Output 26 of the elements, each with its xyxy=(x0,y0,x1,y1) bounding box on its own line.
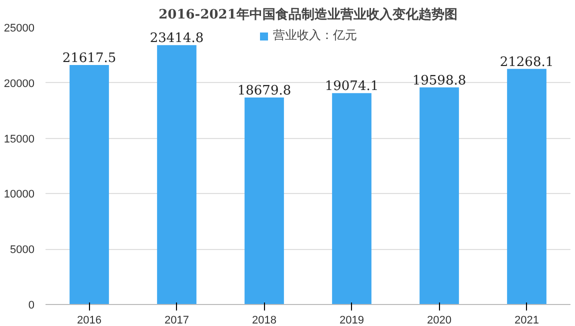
chart-title: 2016-2021年中国食品制造业营业收入变化趋势图 xyxy=(158,6,458,22)
y-tick-label: 15000 xyxy=(4,133,35,146)
legend-label: 营业收入：亿元 xyxy=(273,27,357,44)
bar xyxy=(507,68,546,304)
data-label: 18679.8 xyxy=(237,84,292,99)
x-tick-label: 2020 xyxy=(427,314,452,326)
bar xyxy=(420,87,459,304)
bar xyxy=(157,45,196,304)
x-tick-label: 2018 xyxy=(252,314,276,326)
y-tick-label: 5000 xyxy=(10,244,35,256)
y-tick-label: 20000 xyxy=(4,78,35,90)
data-label: 19074.1 xyxy=(324,79,379,94)
data-label: 21268.1 xyxy=(500,54,554,70)
bar xyxy=(244,98,284,304)
x-tick-label: 2021 xyxy=(514,314,539,326)
data-label: 21617.5 xyxy=(62,50,116,66)
data-label: 23414.8 xyxy=(150,31,204,46)
y-tick-label: 25000 xyxy=(4,22,35,34)
x-tick-label: 2016 xyxy=(77,314,102,326)
x-tick-label: 2017 xyxy=(164,314,189,326)
y-tick-label: 0 xyxy=(28,300,35,312)
data-label: 19598.8 xyxy=(412,73,466,88)
bar xyxy=(332,93,372,304)
x-tick-label: 2019 xyxy=(340,314,364,326)
y-tick-label: 10000 xyxy=(4,188,35,201)
bar xyxy=(70,64,109,304)
